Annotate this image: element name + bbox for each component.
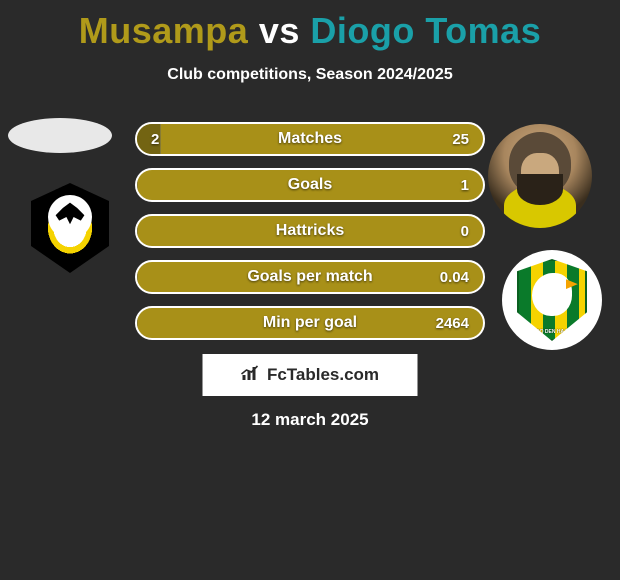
right-club-name: ADO DEN HAAG	[532, 329, 571, 335]
stat-row: 2 Matches 25	[135, 122, 485, 156]
date-text: 12 march 2025	[251, 410, 368, 430]
chart-icon	[241, 365, 261, 386]
stat-row: Goals per match 0.04	[135, 260, 485, 294]
attribution-badge: FcTables.com	[203, 354, 418, 396]
stat-value-right: 1	[461, 177, 469, 194]
stat-value-right: 2464	[436, 315, 469, 332]
left-club-name: VITESSE	[53, 186, 86, 193]
stat-value-right: 0.04	[440, 269, 469, 286]
left-club-badge: VITESSE	[20, 178, 120, 278]
page-title: Musampa vs Diogo Tomas	[0, 0, 620, 52]
stats-container: 2 Matches 25 Goals 1 Hattricks 0 Goals per matc…	[135, 122, 485, 352]
stat-label: Matches	[278, 130, 342, 148]
stat-label: Min per goal	[263, 314, 357, 332]
right-club-badge: ADO DEN HAAG	[502, 250, 602, 350]
stat-value-right: 25	[452, 131, 469, 148]
stat-fill	[137, 170, 138, 200]
stat-label: Goals per match	[247, 268, 372, 286]
vitesse-shield-icon: VITESSE	[31, 183, 109, 273]
attribution-text: FcTables.com	[267, 365, 379, 385]
stat-value-left: 2	[151, 131, 159, 148]
stat-fill	[137, 216, 138, 246]
stat-label: Hattricks	[276, 222, 344, 240]
title-vs: vs	[259, 10, 300, 51]
title-player-left: Musampa	[79, 10, 249, 51]
ado-shield-icon: ADO DEN HAAG	[517, 259, 587, 341]
right-player-avatar	[488, 124, 592, 228]
stat-value-right: 0	[461, 223, 469, 240]
stat-fill	[137, 262, 138, 292]
stat-label: Goals	[288, 176, 332, 194]
stat-fill	[137, 308, 138, 338]
stat-row: Goals 1	[135, 168, 485, 202]
stat-row: Hattricks 0	[135, 214, 485, 248]
title-player-right: Diogo Tomas	[310, 10, 541, 51]
stat-row: Min per goal 2464	[135, 306, 485, 340]
subtitle: Club competitions, Season 2024/2025	[0, 66, 620, 84]
left-player-avatar	[8, 118, 112, 153]
